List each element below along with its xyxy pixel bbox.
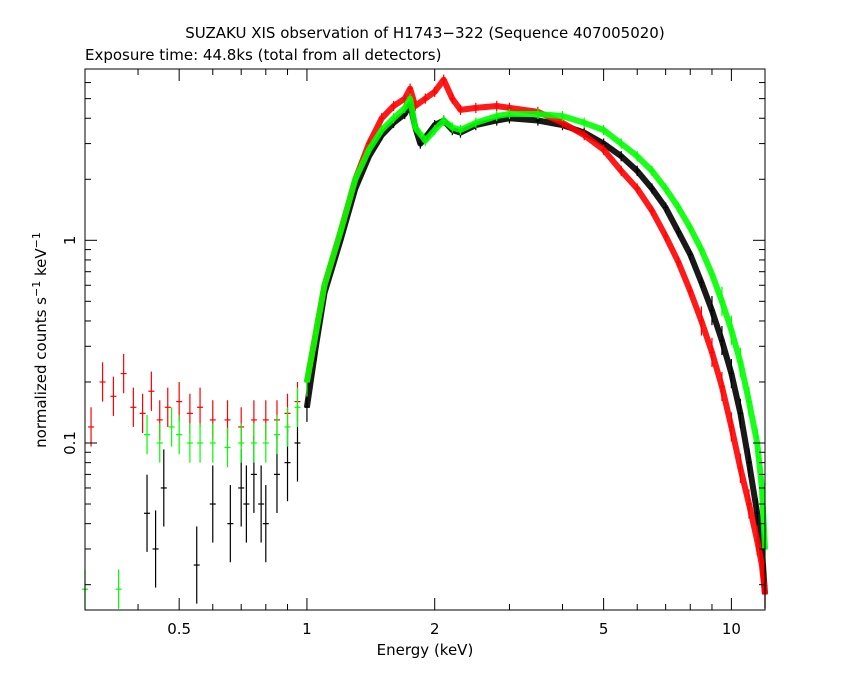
x-tick-label: 10 bbox=[722, 620, 741, 638]
data-point bbox=[258, 465, 265, 543]
data-point bbox=[156, 423, 163, 463]
data-point bbox=[130, 387, 137, 427]
y-axis-label-mid: keV bbox=[32, 248, 50, 281]
data-point bbox=[88, 407, 95, 447]
series-2 bbox=[82, 93, 768, 609]
data-layer bbox=[82, 74, 768, 609]
data-point bbox=[262, 485, 269, 563]
data-point bbox=[144, 474, 151, 552]
data-point bbox=[238, 423, 245, 463]
chart-title: SUZAKU XIS observation of H1743−322 (Seq… bbox=[185, 24, 664, 42]
data-point bbox=[284, 407, 291, 447]
x-axis-label: Energy (keV) bbox=[377, 641, 474, 659]
x-tick-label: 0.5 bbox=[167, 620, 191, 638]
data-point bbox=[197, 423, 204, 463]
y-axis-label: normalized counts s−1 keV−1 bbox=[30, 232, 51, 448]
data-point bbox=[176, 414, 183, 455]
y-tick-label: 0.1 bbox=[61, 431, 79, 455]
y-tick-label: 1 bbox=[61, 236, 79, 246]
data-point bbox=[120, 353, 127, 394]
x-tick-label: 5 bbox=[599, 620, 609, 638]
data-point bbox=[139, 393, 146, 434]
data-point bbox=[115, 569, 122, 609]
x-tick-label: 1 bbox=[302, 620, 312, 638]
data-point bbox=[294, 387, 301, 427]
data-point bbox=[224, 427, 231, 468]
series-2-band bbox=[303, 95, 768, 550]
chart-subtitle: Exposure time: 44.8ks (total from all de… bbox=[85, 46, 441, 64]
axes-layer: 0.5 1 2 5 10 0.1 1 bbox=[61, 69, 765, 638]
data-point bbox=[209, 465, 216, 543]
plot-frame bbox=[84, 68, 766, 611]
series-1-band bbox=[303, 76, 768, 595]
data-point bbox=[176, 381, 183, 422]
data-point bbox=[160, 449, 167, 527]
data-point bbox=[193, 526, 200, 604]
data-point bbox=[148, 371, 155, 411]
data-point bbox=[168, 407, 175, 447]
y-axis-label-sup-2: −1 bbox=[30, 232, 43, 248]
y-axis-label-main: normalized counts s bbox=[32, 297, 50, 448]
data-point bbox=[250, 423, 257, 463]
data-point bbox=[164, 387, 171, 427]
data-point bbox=[110, 376, 117, 416]
data-point bbox=[209, 423, 216, 463]
data-point bbox=[186, 423, 193, 463]
data-point bbox=[197, 387, 204, 427]
data-point bbox=[152, 510, 159, 588]
data-point bbox=[227, 485, 234, 563]
data-point bbox=[262, 423, 269, 463]
data-point bbox=[144, 414, 151, 455]
data-point bbox=[243, 465, 250, 543]
data-point bbox=[99, 362, 106, 402]
data-point bbox=[273, 414, 280, 455]
y-axis-label-sup-1: −1 bbox=[30, 281, 43, 297]
x-tick-label: 2 bbox=[430, 620, 440, 638]
